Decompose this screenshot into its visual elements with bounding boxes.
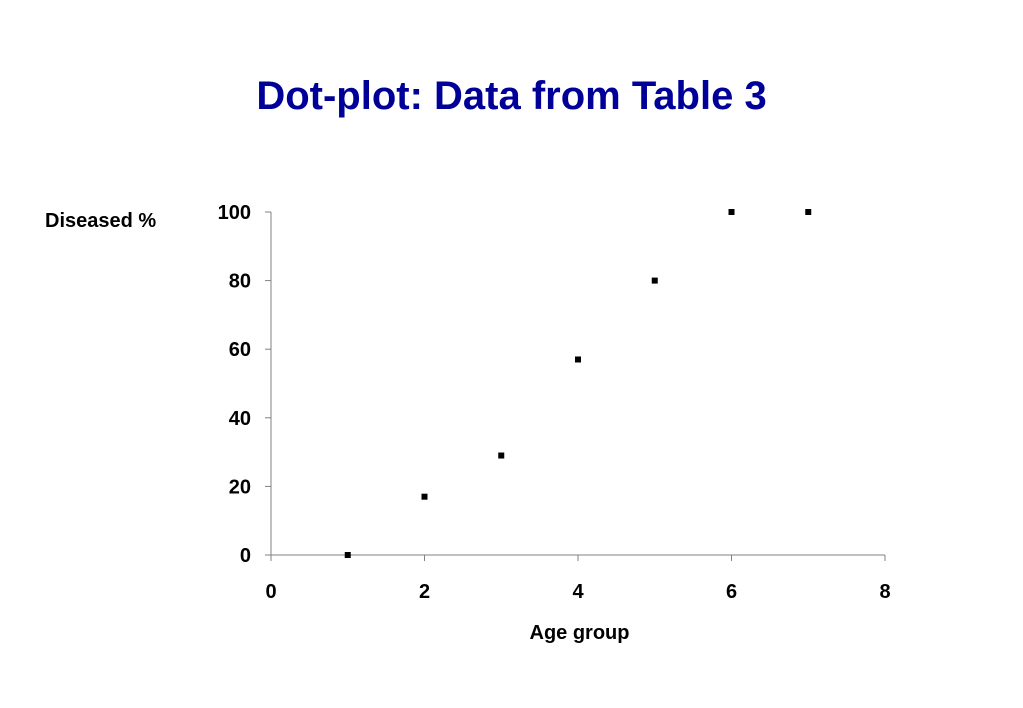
y-tick-label: 40 bbox=[229, 408, 251, 430]
data-point bbox=[421, 493, 428, 500]
data-point bbox=[805, 209, 812, 215]
y-tick-label: 80 bbox=[229, 271, 251, 293]
x-tick-label: 4 bbox=[572, 581, 584, 603]
y-axis-label: Diseased % bbox=[45, 210, 157, 232]
data-point bbox=[728, 209, 735, 215]
data-point bbox=[651, 277, 658, 284]
data-point bbox=[575, 356, 581, 363]
y-tick-label: 20 bbox=[229, 476, 251, 498]
x-tick-label: 6 bbox=[726, 581, 737, 603]
data-point bbox=[344, 552, 351, 558]
x-tick-label: 8 bbox=[879, 581, 890, 603]
y-tick-label: 100 bbox=[218, 202, 251, 224]
y-tick-label: 60 bbox=[229, 339, 251, 361]
chart-title: Dot-plot: Data from Table 3 bbox=[256, 74, 767, 118]
x-tick-label: 2 bbox=[419, 581, 430, 603]
y-tick-label: 0 bbox=[240, 545, 251, 567]
x-axis-label: Age group bbox=[529, 622, 630, 644]
data-points bbox=[344, 209, 812, 558]
axes bbox=[265, 211, 886, 561]
tick-labels: 0 20 40 60 80 100 0 2 4 6 8 bbox=[218, 202, 891, 603]
x-tick-label: 0 bbox=[265, 581, 276, 603]
data-point bbox=[498, 452, 505, 459]
